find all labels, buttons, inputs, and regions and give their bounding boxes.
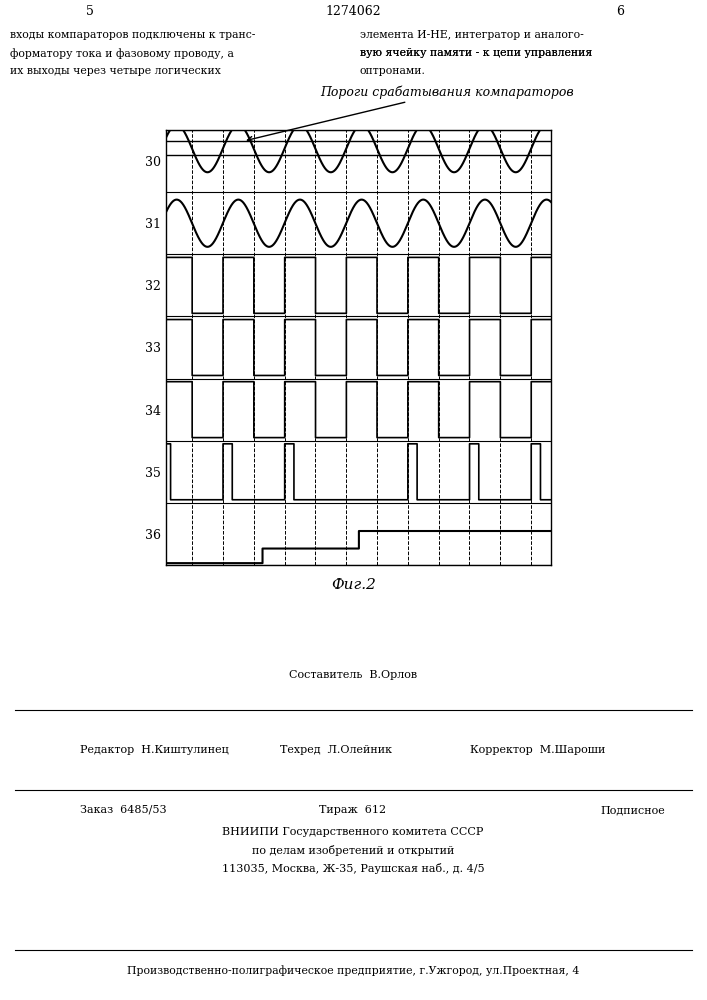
Text: вую ячейку памяти - к цепи управления: вую ячейку памяти - к цепи управления bbox=[360, 48, 592, 58]
Text: Пороги срабатывания компараторов: Пороги срабатывания компараторов bbox=[247, 85, 574, 141]
Text: Техред  Л.Олейник: Техред Л.Олейник bbox=[280, 745, 392, 755]
Text: 5: 5 bbox=[86, 5, 94, 18]
Text: ВНИИПИ Государственного комитета СССР: ВНИИПИ Государственного комитета СССР bbox=[222, 827, 484, 837]
Text: Тираж  612: Тираж 612 bbox=[320, 805, 387, 815]
Text: вую ячейку памяти - к цепи управления: вую ячейку памяти - к цепи управления bbox=[360, 48, 592, 58]
Text: по делам изобретений и открытий: по делам изобретений и открытий bbox=[252, 845, 454, 856]
Text: Производственно-полиграфическое предприятие, г.Ужгород, ул.Проектная, 4: Производственно-полиграфическое предприя… bbox=[127, 965, 579, 976]
Text: 1274062: 1274062 bbox=[325, 5, 381, 18]
Text: 113035, Москва, Ж-35, Раушская наб., д. 4/5: 113035, Москва, Ж-35, Раушская наб., д. … bbox=[222, 863, 484, 874]
Text: их выходы через четыре логических: их выходы через четыре логических bbox=[10, 66, 221, 76]
Text: Подписное: Подписное bbox=[600, 805, 665, 815]
Text: Заказ  6485/53: Заказ 6485/53 bbox=[80, 805, 167, 815]
Text: форматору тока и фазовому проводу, а: форматору тока и фазовому проводу, а bbox=[10, 48, 234, 59]
Text: 6: 6 bbox=[616, 5, 624, 18]
Text: Составитель  В.Орлов: Составитель В.Орлов bbox=[289, 670, 417, 680]
Text: Корректор  М.Шароши: Корректор М.Шароши bbox=[470, 745, 605, 755]
Text: оптронами.: оптронами. bbox=[360, 66, 426, 76]
Text: Фиг.2: Фиг.2 bbox=[331, 578, 376, 592]
Text: входы компараторов подключены к транс-: входы компараторов подключены к транс- bbox=[10, 30, 255, 40]
Text: Редактор  Н.Киштулинец: Редактор Н.Киштулинец bbox=[80, 745, 229, 755]
Text: элемента И-НЕ, интегратор и аналого-: элемента И-НЕ, интегратор и аналого- bbox=[360, 30, 584, 40]
